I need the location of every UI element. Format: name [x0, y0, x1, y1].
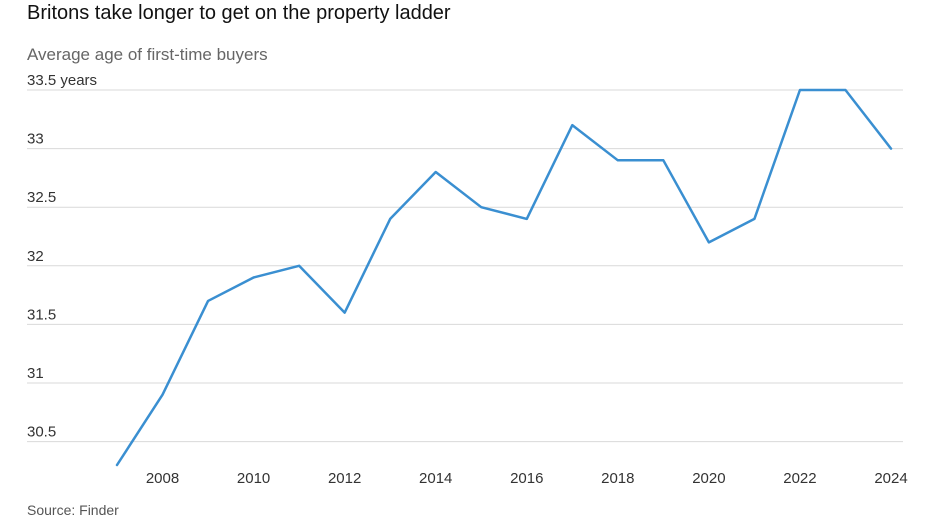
x-tick-label: 2012	[328, 470, 361, 487]
data-point	[569, 122, 575, 128]
source-note: Source: Finder	[27, 502, 119, 518]
data-point	[433, 169, 439, 175]
y-tick-label: 33.5 years	[27, 72, 97, 89]
data-point	[205, 298, 211, 304]
y-tick-label: 33	[27, 131, 44, 148]
y-tick-label: 31.5	[27, 306, 56, 323]
data-point	[706, 239, 712, 245]
data-point	[660, 157, 666, 163]
y-tick-label: 32	[27, 248, 44, 265]
series-line	[115, 88, 893, 467]
x-tick-label: 2016	[510, 470, 543, 487]
series-layer	[114, 87, 894, 468]
x-tick-label: 2014	[419, 470, 452, 487]
data-point	[114, 462, 120, 468]
data-point	[751, 216, 757, 222]
data-point	[160, 392, 166, 398]
x-tick-label: 2022	[783, 470, 816, 487]
x-tick-label: 2008	[146, 470, 179, 487]
x-tick-label: 2020	[692, 470, 725, 487]
data-point	[478, 204, 484, 210]
x-tick-label: 2018	[601, 470, 634, 487]
y-axis-tick-labels: 30.5 31 31.5 32 32.5 33 33.5 years	[27, 72, 97, 441]
chart-title: Britons take longer to get on the proper…	[27, 2, 451, 24]
chart-subtitle: Average age of first-time buyers	[27, 45, 268, 64]
data-point	[524, 216, 530, 222]
data-point	[342, 310, 348, 316]
data-point	[615, 157, 621, 163]
data-point	[251, 275, 257, 281]
x-axis-tick-labels: 2008 2010 2012 2014 2016 2018 2020 2022 2024	[146, 470, 908, 487]
y-tick-label: 31	[27, 365, 44, 382]
x-tick-label: 2010	[237, 470, 270, 487]
gridlines	[27, 89, 903, 443]
data-point	[387, 216, 393, 222]
x-tick-label: 2024	[874, 470, 907, 487]
data-point	[797, 87, 803, 93]
data-point	[888, 146, 894, 152]
data-point	[842, 87, 848, 93]
y-tick-label: 30.5	[27, 424, 56, 441]
data-point	[296, 263, 302, 269]
y-tick-label: 32.5	[27, 189, 56, 206]
